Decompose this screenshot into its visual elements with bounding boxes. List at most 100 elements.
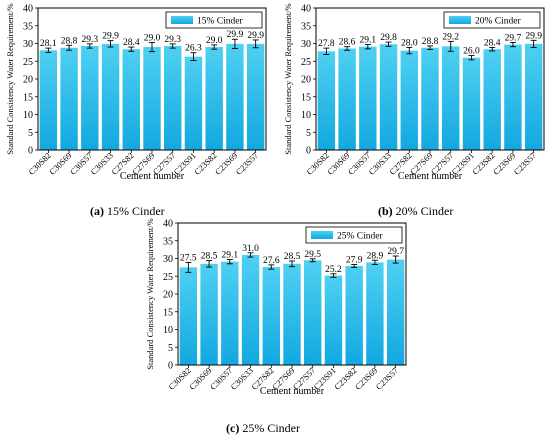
value-label-C30S69: 28.5: [201, 252, 218, 262]
error-bar-C30S82: [185, 261, 192, 273]
y-tick-label-0: 0: [168, 361, 173, 372]
legend-swatch: [171, 16, 193, 24]
value-label-C23S69: 28.9: [367, 251, 384, 261]
value-label-C23S57: 29.7: [387, 247, 404, 257]
error-bar-C27S57: [169, 43, 176, 49]
y-tick-label-15: 15: [163, 307, 173, 318]
caption-a-label: (a): [90, 204, 104, 218]
value-label-C27S57: 29.5: [304, 250, 321, 260]
bar-C27S82: [122, 49, 140, 150]
bar-C23S57: [524, 43, 543, 150]
chart-panel-a: 28.1 C30S82 28.8 C30S69 29.3 C30S57 29.9 C30S33…: [0, 0, 272, 210]
error-bar-C30S57: [226, 259, 233, 265]
error-bar-C23S91: [190, 52, 197, 61]
bar-C27S57: [304, 260, 322, 365]
y-tick-label-15: 15: [23, 92, 33, 103]
bar-C27S82: [400, 50, 418, 150]
y-axis-label: Standard Consistency Water Requirement/%: [145, 218, 155, 369]
bar-C30S82: [39, 50, 58, 150]
bar-C23S69: [226, 43, 244, 150]
bar-chart: 28.1C30S8228.8C30S6929.3C30S5729.9C30S33…: [5, 3, 267, 182]
error-bar-C23S91: [330, 273, 337, 278]
bar-C30S82: [179, 267, 198, 366]
y-tick-label-30: 30: [301, 39, 311, 50]
x-axis-label: Cement number: [120, 171, 185, 182]
value-label-C23S69: 29.7: [505, 33, 522, 43]
y-tick-label-25: 25: [163, 272, 173, 283]
value-label-C23S57: 29.9: [525, 31, 542, 41]
y-tick-label-35: 35: [163, 236, 173, 247]
value-label-C30S69: 28.6: [339, 38, 356, 48]
y-tick-label-5: 5: [168, 343, 173, 354]
value-label-C27S57: 29.2: [442, 32, 459, 42]
bar-C23S57: [246, 43, 265, 150]
error-bar-C27S82: [128, 46, 135, 52]
error-bar-C30S82: [45, 47, 52, 53]
value-label-C30S33: 29.8: [380, 33, 397, 43]
value-label-C23S82: 28.4: [484, 38, 501, 48]
legend-label: 15% Cinder: [197, 17, 243, 27]
error-bar-C23S69: [509, 41, 516, 48]
y-tick-label-0: 0: [28, 146, 33, 157]
error-bar-C30S33: [107, 40, 114, 48]
x-tick-label-C23S57: C23S57: [374, 365, 400, 391]
caption-c: (c) 25% Cinder: [226, 421, 300, 436]
value-label-C27S69: 28.8: [422, 37, 439, 47]
value-label-C30S82: 27.8: [318, 39, 335, 49]
error-bar-C30S69: [206, 260, 213, 268]
bar-C23S82: [205, 47, 223, 150]
legend-label: 20% Cinder: [475, 17, 521, 27]
error-bar-C23S82: [351, 264, 358, 268]
value-label-C27S69: 28.5: [284, 252, 301, 262]
y-tick-label-40: 40: [23, 4, 33, 15]
value-label-C30S82: 27.5: [180, 253, 197, 263]
error-bar-C23S57: [252, 39, 259, 49]
y-tick-label-40: 40: [163, 219, 173, 230]
error-bar-C23S69: [231, 38, 238, 49]
value-label-C23S91: 25.2: [325, 265, 342, 275]
bar-chart: 27.8C30S8228.6C30S6929.1C30S5729.8C30S33…: [283, 3, 545, 182]
bar-C23S69: [366, 262, 384, 365]
y-tick-label-0: 0: [306, 146, 311, 157]
y-tick-label-20: 20: [163, 290, 173, 301]
x-axis-label: Cement number: [398, 171, 463, 182]
error-bar-C23S57: [530, 39, 537, 48]
bar-C27S69: [143, 47, 161, 150]
caption-c-text: 25% Cinder: [242, 421, 300, 435]
value-label-C30S57: 29.1: [360, 36, 377, 46]
bar-C30S57: [81, 45, 99, 151]
error-bar-C23S91: [468, 55, 475, 61]
value-label-C27S69: 29.0: [144, 33, 161, 43]
legend: 25% Cinder: [305, 226, 403, 244]
error-bar-C30S69: [344, 46, 351, 51]
bar-C23S69: [504, 44, 522, 150]
value-label-C23S82: 27.9: [346, 256, 363, 266]
bar-C30S57: [359, 46, 377, 150]
caption-a-text: 15% Cinder: [107, 204, 165, 218]
error-bar-C23S82: [489, 46, 496, 52]
value-label-C30S82: 28.1: [40, 39, 57, 49]
bar-chart: 27.5C30S8228.5C30S6929.1C30S5731.0C30S33…: [145, 218, 407, 397]
value-label-C30S33: 29.9: [102, 32, 119, 42]
bar-C30S69: [338, 48, 356, 150]
y-tick-label-20: 20: [23, 75, 33, 86]
caption-b: (b) 20% Cinder: [378, 204, 453, 219]
error-bar-C23S57: [392, 255, 399, 264]
bar-C27S82: [262, 267, 280, 365]
caption-b-text: 20% Cinder: [395, 204, 454, 218]
bar-C30S33: [241, 254, 260, 365]
value-label-C23S57: 29.9: [247, 31, 264, 41]
error-bar-C27S69: [427, 45, 433, 50]
y-tick-label-15: 15: [301, 92, 311, 103]
legend: 15% Cinder: [165, 11, 263, 29]
y-tick-label-20: 20: [301, 75, 311, 86]
bar-C23S91: [324, 275, 343, 365]
error-bar-C27S82: [406, 46, 413, 55]
y-tick-label-10: 10: [301, 110, 311, 121]
y-tick-label-30: 30: [163, 254, 173, 265]
error-bar-C23S69: [371, 259, 378, 265]
error-bar-C27S82: [268, 264, 275, 270]
value-label-C27S82: 28.0: [401, 38, 418, 48]
chart-panel-b: 27.8 C30S82 28.6 C30S69 29.1 C30S57 29.8 C30S33…: [278, 0, 550, 210]
bar-C27S57: [164, 45, 182, 151]
